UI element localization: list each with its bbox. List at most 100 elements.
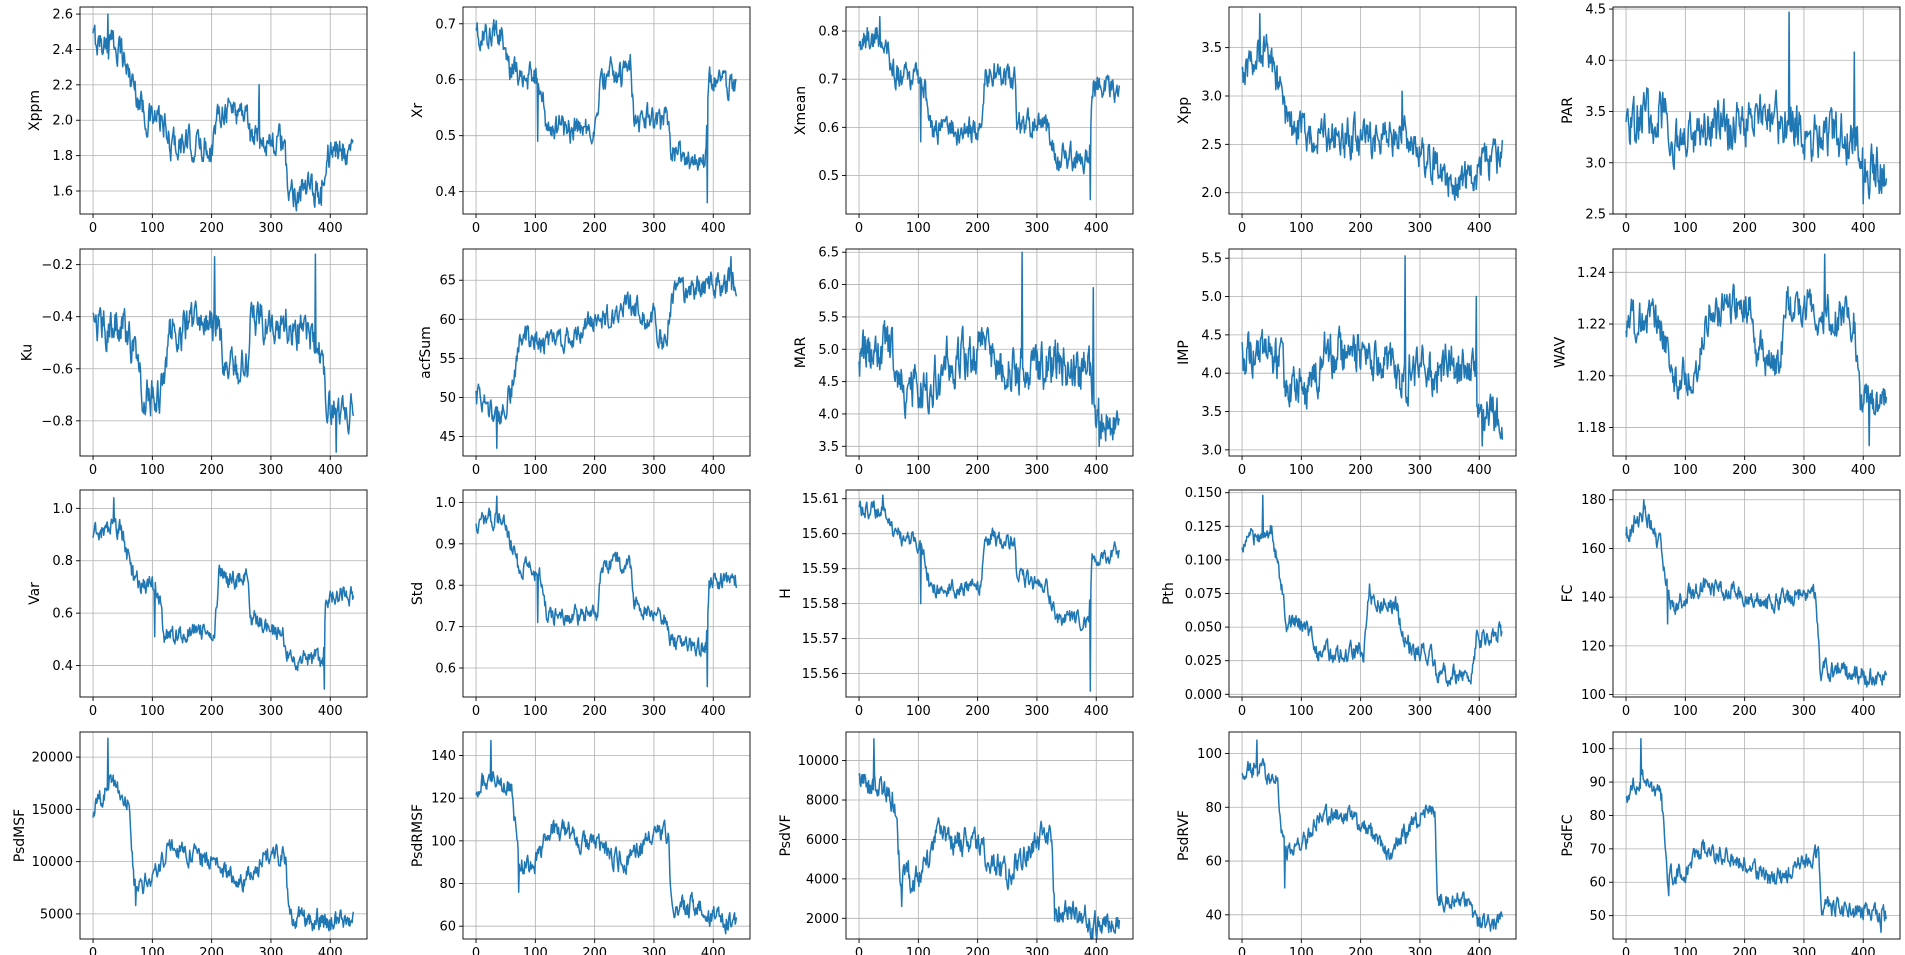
series-line: [1625, 498, 1888, 688]
x-tick-label: 200: [1348, 221, 1373, 236]
series-line: [475, 739, 738, 935]
x-tick-label: 200: [199, 704, 224, 719]
y-axis-label: PsdVF: [778, 814, 794, 856]
x-tick-label: 0: [89, 221, 97, 236]
axes-frame: [462, 248, 751, 457]
y-tick-label: 6000: [806, 833, 839, 848]
y-tick-label: 1.0: [52, 502, 73, 517]
x-tick-label: 300: [1408, 221, 1433, 236]
x-tick-label: 0: [89, 463, 97, 478]
x-tick-label: 400: [701, 704, 726, 719]
x-tick-label: 200: [965, 221, 990, 236]
x-tick-label: 400: [1467, 221, 1492, 236]
y-tick-label: 0.025: [1185, 654, 1222, 669]
y-axis-label: PsdFC: [1560, 814, 1576, 856]
y-tick-label: 2000: [806, 912, 839, 927]
subplot-psdrvf: 0 100 200 300 400 40 60 80 100 PsdRVF: [1176, 731, 1517, 955]
y-tick-label: 0.8: [818, 25, 839, 40]
x-tick-label: 200: [1732, 946, 1757, 955]
y-tick-label: 0.4: [52, 659, 73, 674]
y-axis-label: Ku: [20, 344, 36, 361]
series-line: [1241, 13, 1504, 201]
x-tick-label: 100: [523, 946, 548, 955]
y-tick-label: 0.9: [435, 537, 456, 552]
y-tick-label: −0.2: [41, 258, 73, 273]
x-tick-label: 100: [1673, 221, 1698, 236]
x-tick-label: 100: [1673, 704, 1698, 719]
axes-frame: [1612, 731, 1901, 940]
subplot-psdvf: 0 100 200 300 400 2000 4000 6000 8000 10000 PsdVF: [778, 731, 1134, 955]
x-tick-label: 100: [140, 463, 165, 478]
axes-frame: [462, 489, 751, 698]
y-tick-label: 4000: [806, 872, 839, 887]
subplot-pth: 0 100 200 300 400 0.000 0.025 0.050 0.075 0.100 0.…: [1161, 486, 1517, 719]
y-axis-label: FC: [1560, 584, 1576, 602]
y-tick-label: 2.4: [52, 43, 73, 58]
y-tick-label: 2.2: [52, 78, 73, 93]
x-tick-label: 400: [318, 704, 343, 719]
x-tick-label: 400: [1851, 463, 1876, 478]
subplot-par: 0 100 200 300 400 2.5 3.0 3.5 4.0 4.5 PAR: [1560, 3, 1901, 236]
y-tick-label: 4.5: [1201, 328, 1222, 343]
y-tick-label: 4.0: [818, 407, 839, 422]
axes-frame: [79, 489, 368, 698]
x-tick-label: 200: [582, 704, 607, 719]
x-tick-label: 0: [855, 463, 863, 478]
subplot-wav: 0 100 200 300 400 1.18 1.20 1.22 1.24 WAV: [1553, 248, 1901, 478]
x-tick-label: 200: [1348, 463, 1373, 478]
x-tick-label: 400: [1084, 946, 1109, 955]
axes-frame: [462, 6, 751, 215]
series-line: [858, 494, 1121, 692]
x-tick-label: 300: [1408, 946, 1433, 955]
y-axis-label: PsdMSF: [12, 809, 28, 862]
x-tick-label: 0: [1238, 221, 1246, 236]
subplot-psdfc: 0 100 200 300 400 50 60 70 80 90 100 PsdFC: [1560, 731, 1901, 955]
y-tick-label: 0.7: [818, 73, 839, 88]
x-tick-label: 0: [855, 221, 863, 236]
x-tick-label: 400: [1467, 946, 1492, 955]
x-tick-label: 400: [318, 463, 343, 478]
x-tick-label: 100: [140, 221, 165, 236]
axes-frame: [79, 6, 368, 215]
y-tick-label: 3.0: [1201, 89, 1222, 104]
x-tick-label: 300: [1025, 946, 1050, 955]
y-tick-label: 60: [439, 313, 456, 328]
y-tick-label: 0.6: [435, 73, 456, 88]
x-tick-label: 0: [472, 946, 480, 955]
x-tick-label: 300: [1792, 463, 1817, 478]
x-tick-label: 100: [906, 463, 931, 478]
y-tick-label: 140: [431, 749, 456, 764]
x-tick-label: 0: [855, 704, 863, 719]
series-line: [858, 15, 1121, 201]
y-axis-label: PsdRMSF: [410, 804, 426, 867]
subplot-mar: 0 100 200 300 400 3.5 4.0 4.5 5.0 5.5 6.0 6.5 MAR: [793, 246, 1134, 478]
x-tick-label: 300: [1025, 221, 1050, 236]
y-tick-label: 1.24: [1577, 266, 1606, 281]
y-tick-label: 5.0: [1201, 290, 1222, 305]
y-tick-label: 15000: [32, 803, 73, 818]
y-tick-label: 3.0: [1585, 156, 1606, 171]
x-tick-label: 400: [318, 221, 343, 236]
x-tick-label: 300: [259, 221, 284, 236]
y-tick-label: 65: [439, 274, 456, 289]
y-axis-label: Xpp: [1176, 97, 1192, 124]
x-tick-label: 100: [906, 704, 931, 719]
x-tick-label: 0: [472, 704, 480, 719]
y-tick-label: 0.150: [1185, 486, 1222, 501]
x-tick-label: 100: [523, 704, 548, 719]
y-tick-label: 100: [1581, 742, 1606, 757]
x-tick-label: 400: [701, 221, 726, 236]
y-axis-label: Xr: [410, 103, 426, 119]
y-tick-label: 6.0: [818, 278, 839, 293]
subplot-psdrmsf: 0 100 200 300 400 60 80 100 120 140 PsdRMSF: [410, 731, 751, 955]
y-tick-label: 60: [1589, 876, 1606, 891]
x-tick-label: 0: [472, 221, 480, 236]
subplot-imp: 0 100 200 300 400 3.0 3.5 4.0 4.5 5.0 5.5 IMP: [1176, 248, 1517, 478]
axes-frame: [845, 731, 1134, 940]
y-tick-label: 0.6: [818, 121, 839, 136]
series-line: [475, 19, 738, 204]
series-line: [858, 251, 1121, 448]
y-tick-label: 5.0: [818, 343, 839, 358]
y-tick-label: 160: [1581, 542, 1606, 557]
x-tick-label: 300: [259, 704, 284, 719]
